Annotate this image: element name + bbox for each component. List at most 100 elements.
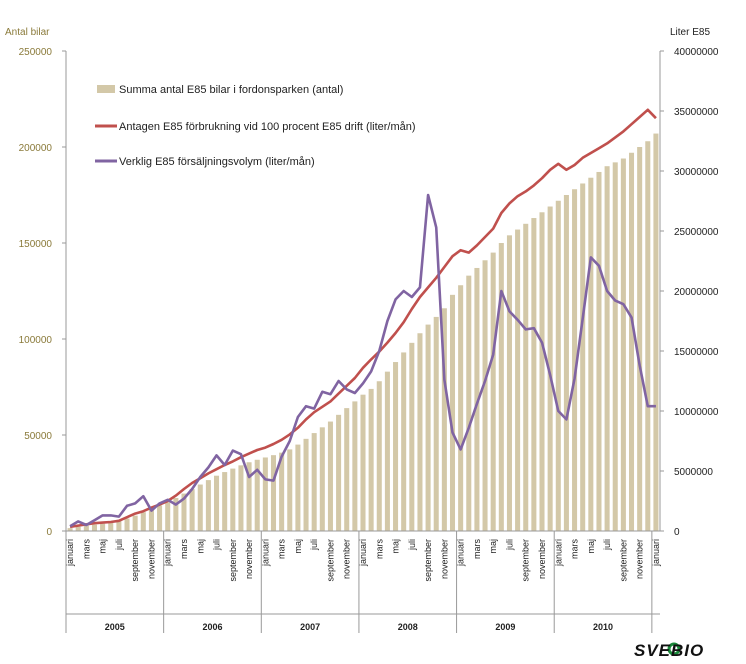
bar — [612, 162, 618, 532]
year-label: 2009 — [495, 622, 515, 632]
month-label: juli — [407, 539, 417, 551]
month-label: mars — [277, 539, 287, 559]
left-tick-label: 250000 — [19, 47, 53, 58]
bar — [83, 525, 89, 531]
bar — [108, 522, 114, 531]
bar — [279, 452, 285, 531]
right-tick-label: 10000000 — [674, 407, 719, 418]
month-label: januari — [456, 539, 466, 567]
bar — [336, 414, 342, 531]
bar — [344, 408, 350, 531]
month-label: maj — [293, 539, 303, 554]
bar — [270, 455, 277, 531]
bar — [157, 505, 163, 531]
bar — [417, 333, 423, 531]
right-tick-label: 35000000 — [674, 107, 719, 118]
right-tick-label: 20000000 — [674, 287, 719, 298]
month-label: maj — [391, 539, 401, 554]
axes — [62, 50, 664, 633]
month-label: maj — [586, 539, 596, 554]
right-tick-label: 15000000 — [674, 347, 719, 358]
left-axis-title: Antal bilar — [5, 27, 50, 38]
month-label: mars — [570, 539, 580, 559]
bar — [165, 502, 171, 531]
left-tick-label: 150000 — [19, 239, 53, 250]
month-label: juli — [309, 539, 319, 551]
bar — [287, 449, 293, 531]
bar — [401, 352, 407, 531]
right-tick-label: 30000000 — [674, 167, 719, 178]
bar — [555, 200, 561, 531]
month-label: september — [325, 539, 335, 582]
bar — [620, 158, 626, 531]
year-label: 2005 — [105, 622, 125, 632]
bar — [393, 362, 399, 531]
bar — [588, 177, 594, 531]
svebio-logo: SVEBIO — [634, 641, 704, 660]
bar — [132, 515, 138, 531]
left-tick-label: 0 — [46, 527, 52, 538]
bar — [295, 444, 301, 531]
bar — [197, 484, 203, 531]
bar — [360, 394, 366, 531]
bar — [384, 371, 390, 531]
bar — [352, 401, 358, 531]
month-label: mars — [374, 539, 384, 559]
bar — [515, 229, 521, 531]
left-tick-label: 50000 — [24, 431, 52, 442]
bar — [124, 518, 130, 531]
bar — [262, 457, 268, 531]
month-label: januari — [553, 539, 563, 567]
bar — [409, 342, 415, 531]
right-tick-label: 25000000 — [674, 227, 719, 238]
bar — [425, 324, 431, 531]
month-label: november — [342, 539, 352, 579]
bar — [637, 147, 643, 531]
bar — [596, 171, 602, 531]
right-tick-label: 5000000 — [674, 467, 713, 478]
bar — [604, 166, 610, 531]
month-label: januari — [163, 539, 173, 567]
lines — [69, 108, 657, 529]
bar — [303, 438, 309, 531]
left-tick-label: 200000 — [19, 143, 53, 154]
bar — [246, 462, 252, 531]
bar — [629, 152, 635, 531]
month-label: november — [146, 539, 156, 579]
month-label: september — [130, 539, 140, 582]
month-label: september — [423, 539, 433, 582]
bar — [222, 472, 228, 531]
bar — [327, 421, 333, 531]
bar — [563, 195, 569, 531]
month-label: juli — [114, 539, 124, 551]
bar — [214, 475, 220, 531]
left-tick-label: 100000 — [19, 335, 53, 346]
bars-series — [67, 133, 659, 532]
bar — [547, 206, 553, 531]
bar — [140, 512, 146, 531]
year-label: 2007 — [300, 622, 320, 632]
month-label: mars — [81, 539, 91, 559]
year-label: 2006 — [202, 622, 222, 632]
month-label: september — [521, 539, 531, 582]
bar — [75, 526, 81, 531]
logo-text: SVEBIO — [634, 641, 704, 660]
bar — [319, 427, 325, 531]
legend-bars-swatch — [97, 85, 115, 93]
bar — [67, 528, 73, 531]
bar — [100, 523, 106, 531]
bar — [173, 497, 179, 531]
bar — [238, 465, 244, 531]
legend-bars-label: Summa antal E85 bilar i fordonsparken (a… — [119, 84, 343, 96]
bar — [498, 243, 504, 531]
month-label: januari — [651, 539, 661, 567]
bar — [441, 308, 447, 531]
month-label: juli — [504, 539, 514, 551]
right-tick-label: 0 — [674, 527, 680, 538]
logo-o-icon — [667, 642, 681, 656]
month-label: juli — [602, 539, 612, 551]
bar — [205, 480, 211, 531]
bar — [458, 285, 464, 531]
month-label: januari — [65, 539, 75, 567]
